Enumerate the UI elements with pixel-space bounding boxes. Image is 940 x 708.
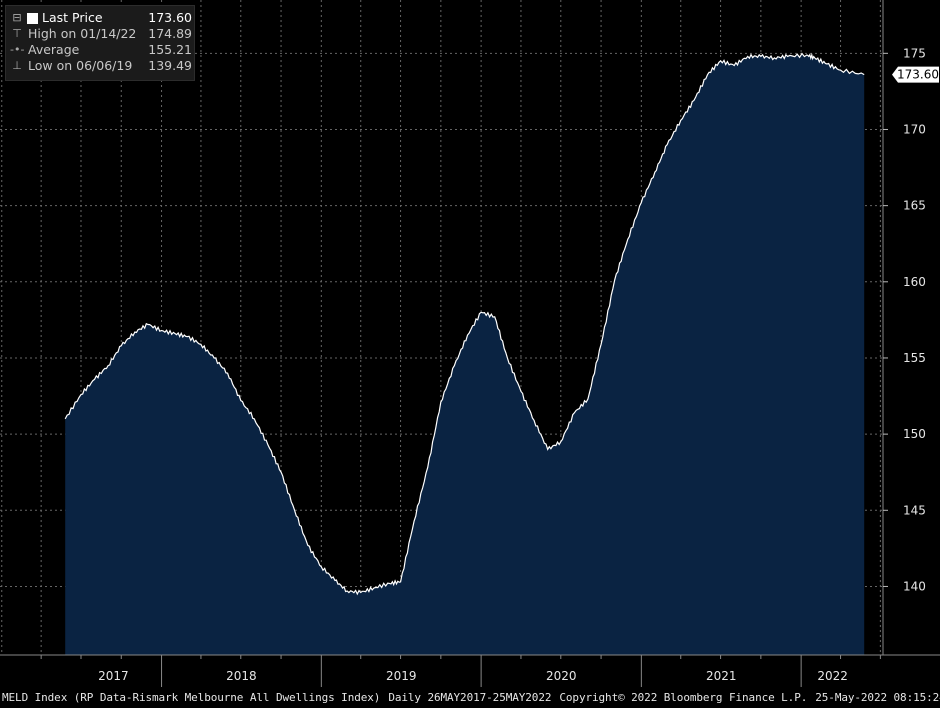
- collapse-icon[interactable]: ⊟: [12, 11, 22, 24]
- footer-range: Daily 26MAY2017-25MAY2022: [388, 691, 552, 704]
- y-tick-label: 165: [903, 199, 926, 213]
- x-tick-label: 2021: [706, 669, 737, 683]
- legend-low-label: Low on 06/06/19: [28, 58, 133, 73]
- legend-high-value: 174.89: [148, 26, 192, 41]
- y-tick-label: 150: [903, 427, 926, 441]
- last-price-tag-box: [892, 66, 939, 83]
- footer-timestamp: 25-May-2022 08:15:24: [815, 691, 940, 704]
- y-tick-label: 145: [903, 503, 926, 517]
- legend-high: ⊤ High on 01/14/22 174.89: [10, 26, 192, 42]
- legend-last-value: 173.60: [148, 10, 192, 25]
- legend-average-label: Average: [28, 42, 80, 57]
- x-tick-label: 2018: [226, 669, 257, 683]
- low-marker-icon: ⊥: [12, 59, 22, 72]
- y-tick-label: 175: [903, 46, 926, 60]
- y-tick-label: 160: [903, 275, 926, 289]
- footer-ticker: MELD Index (RP Data-Rismark Melbourne Al…: [2, 691, 381, 704]
- x-axis: 2017 2018 2019 2020 2021 2022: [40, 655, 881, 687]
- last-price-tag: 173.60: [892, 66, 939, 83]
- chart-footer: MELD Index (RP Data-Rismark Melbourne Al…: [2, 691, 940, 707]
- price-chart: 140 145 150 155 160 165 170 175 2017 2018 2019 202…: [0, 0, 940, 687]
- legend-average-value: 155.21: [148, 42, 192, 57]
- footer-copyright: Copyright© 2022 Bloomberg Finance L.P.: [559, 691, 808, 704]
- x-tick-label: 2017: [98, 669, 129, 683]
- x-tick-label: 2022: [817, 669, 848, 683]
- price-area-fill: [65, 53, 865, 655]
- last-price-tag-label: 173.60: [897, 68, 939, 82]
- high-marker-icon: ⊤: [12, 27, 22, 40]
- y-tick-label: 140: [903, 579, 926, 593]
- legend-high-label: High on 01/14/22: [28, 26, 137, 41]
- x-tick-label: 2019: [386, 669, 417, 683]
- y-axis: 140 145 150 155 160 165 170 175: [883, 46, 926, 593]
- price-line: [64, 52, 865, 596]
- legend-last-label: Last Price: [42, 10, 103, 25]
- legend-last-price[interactable]: ⊟ Last Price 173.60: [10, 10, 192, 26]
- last-price-swatch: [27, 13, 38, 24]
- x-tick-label: 2020: [546, 669, 577, 683]
- legend-average: -•- Average 155.21: [10, 42, 192, 58]
- average-marker-icon: -•-: [10, 43, 25, 56]
- y-tick-label: 155: [903, 351, 926, 365]
- legend: ⊟ Last Price 173.60 ⊤ High on 01/14/22 1…: [5, 5, 195, 81]
- y-tick-label: 170: [903, 122, 926, 136]
- legend-low-value: 139.49: [148, 58, 192, 73]
- legend-low: ⊥ Low on 06/06/19 139.49: [10, 58, 192, 74]
